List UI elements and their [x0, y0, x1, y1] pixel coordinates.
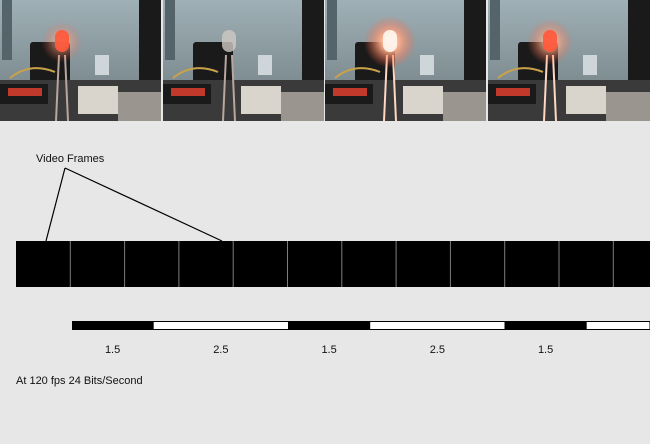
video-frame: [124, 241, 179, 287]
bit-off-segment: [152, 321, 289, 330]
duration-label: 1.5: [538, 344, 553, 356]
callout-line-left: [45, 167, 66, 242]
bit-on-segment: [288, 321, 370, 330]
video-frame-photo: [325, 0, 486, 121]
video-frame-photo: [0, 0, 161, 121]
video-frame: [70, 241, 125, 287]
video-frame: [287, 241, 342, 287]
bit-off-segment: [369, 321, 506, 330]
duration-label: 2.5: [430, 344, 445, 356]
video-frame: [16, 241, 71, 287]
duration-label: 2.5: [213, 344, 228, 356]
video-frame: [450, 241, 505, 287]
bit-off-segment: [585, 321, 650, 330]
video-frame: [233, 241, 288, 287]
duration-label: 1.5: [321, 344, 336, 356]
video-frame: [613, 241, 650, 287]
video-frame: [396, 241, 451, 287]
video-frame-photos: [0, 0, 650, 121]
bit-timeline: 1.5 2.5 1.5 2.5 1.5: [72, 321, 650, 356]
video-frame: [559, 241, 614, 287]
video-frames-label: Video Frames: [36, 153, 105, 165]
video-frame-photo: [488, 0, 650, 121]
video-frame: [178, 241, 234, 287]
video-frame: [504, 241, 559, 287]
duration-label: 1.5: [105, 344, 120, 356]
bit-on-segment: [505, 321, 587, 330]
frame-strip: [16, 241, 650, 287]
video-frame-photo: [163, 0, 324, 121]
video-frame: [341, 241, 397, 287]
rate-caption: At 120 fps 24 Bits/Second: [16, 375, 143, 387]
bit-on-segment: [72, 321, 154, 330]
callout-line-right: [64, 167, 223, 242]
